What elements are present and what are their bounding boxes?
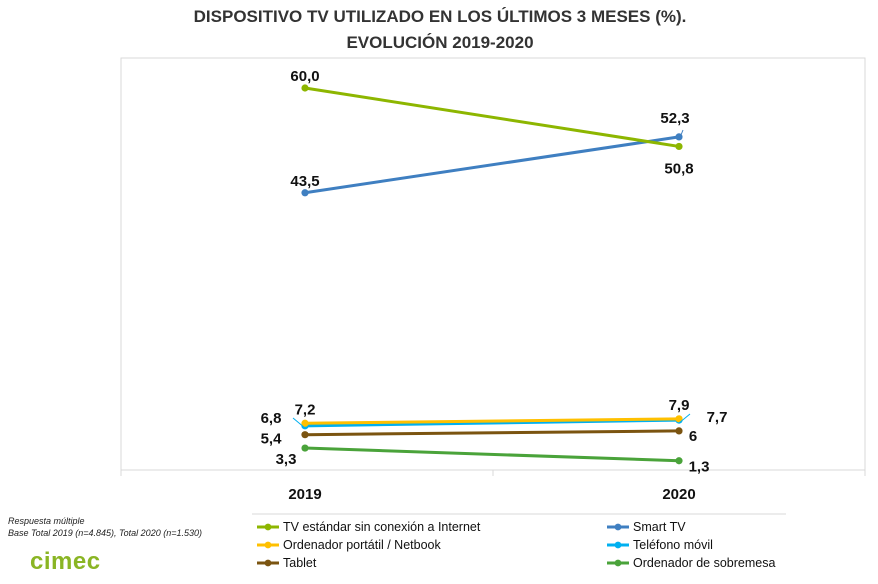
data-label: 50,8 [664, 160, 693, 177]
note-base: Base Total 2019 (n=4.845), Total 2020 (n… [8, 528, 202, 538]
data-point [301, 419, 309, 427]
data-point [675, 142, 683, 151]
x-tick-label: 2019 [288, 486, 321, 503]
legend-swatch-point [614, 559, 622, 567]
data-point [675, 427, 683, 435]
series-line [304, 446, 680, 463]
series-line [304, 135, 680, 195]
series-layer [301, 84, 683, 465]
data-point [675, 415, 683, 423]
legend-label: TV estándar sin conexión a Internet [283, 520, 481, 534]
cimec-logo: cimec [30, 548, 101, 575]
label-leader-line [292, 417, 306, 429]
legend-swatch-point [614, 523, 622, 531]
data-label: 1,3 [689, 459, 710, 476]
data-label: 60,0 [290, 68, 319, 85]
legend-label: Tablet [283, 556, 317, 570]
data-point [301, 189, 309, 197]
legend-label: Teléfono móvil [633, 538, 713, 552]
x-tick-label: 2020 [662, 486, 695, 503]
data-label: 6 [689, 428, 697, 445]
legend-swatch-point [264, 541, 272, 549]
legend-swatch-point [264, 559, 272, 567]
plot-area [120, 57, 866, 471]
legend-label: Ordenador de sobremesa [633, 556, 775, 570]
x-axis: 2019 2020 [120, 469, 866, 503]
series-line [304, 429, 680, 437]
note-respuesta: Respuesta múltiple [8, 516, 85, 526]
data-label: 3,3 [276, 451, 297, 468]
chart-title: DISPOSITIVO TV UTILIZADO EN LOS ÚLTIMOS … [194, 7, 687, 26]
chart-subtitle: EVOLUCIÓN 2019-2020 [346, 33, 533, 52]
series-line [304, 86, 680, 148]
label-leader-line [678, 129, 684, 141]
data-label: 52,3 [660, 110, 689, 127]
data-label: 6,8 [261, 410, 282, 427]
data-point [675, 457, 683, 465]
data-point [301, 431, 309, 439]
legend-label: Ordenador portátil / Netbook [283, 538, 441, 552]
data-labels: 60,0 50,8 43,5 52,3 7,2 7,9 6,8 7,7 5,4 6 3,3 1,3 [261, 68, 728, 476]
data-point [301, 444, 309, 452]
legend-label: Smart TV [633, 520, 686, 534]
data-label: 7,2 [295, 401, 316, 418]
legend-swatch-point [614, 541, 622, 549]
label-leader-line [678, 413, 691, 424]
series-line [304, 417, 680, 425]
legend: TV estándar sin conexión a Internet Smart… [252, 513, 786, 570]
data-point [301, 84, 309, 92]
data-label: 43,5 [290, 173, 319, 190]
data-label: 7,7 [707, 409, 728, 426]
data-label: 7,9 [669, 397, 690, 414]
data-label: 5,4 [261, 431, 283, 448]
legend-swatch-point [264, 523, 272, 531]
